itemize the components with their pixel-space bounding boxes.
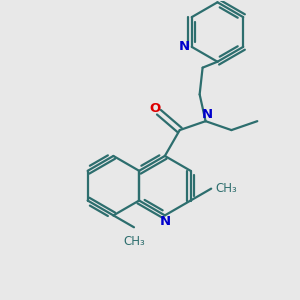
Text: N: N [202, 108, 213, 121]
Text: N: N [179, 40, 190, 53]
Text: N: N [159, 215, 170, 228]
Text: CH₃: CH₃ [216, 182, 237, 195]
Text: O: O [150, 102, 161, 115]
Text: CH₃: CH₃ [123, 235, 145, 248]
